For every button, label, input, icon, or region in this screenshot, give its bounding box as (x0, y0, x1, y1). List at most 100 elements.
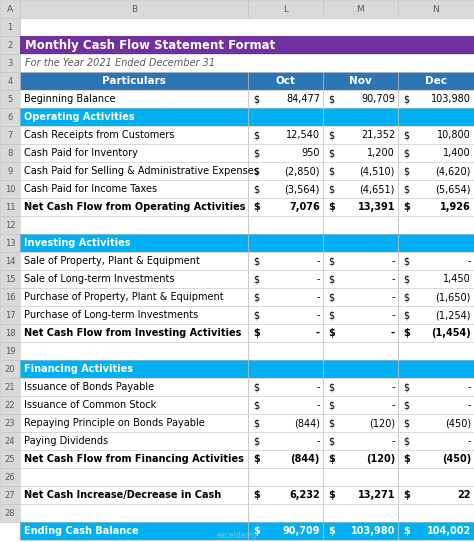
Text: (1,254): (1,254) (436, 310, 471, 320)
Bar (398, 216, 474, 234)
Bar (398, 72, 474, 90)
Bar (248, 450, 323, 468)
Bar (20, 396, 474, 414)
Text: Cash Paid for Inventory: Cash Paid for Inventory (24, 148, 138, 158)
Text: exceldemy: exceldemy (216, 532, 258, 540)
Bar (323, 216, 398, 234)
Text: Sale of Long-term Investments: Sale of Long-term Investments (24, 274, 174, 284)
Text: 15: 15 (5, 274, 15, 283)
Bar (248, 288, 323, 306)
Text: (120): (120) (366, 454, 395, 464)
Bar (398, 378, 474, 396)
Bar (323, 162, 398, 180)
Bar (20, 198, 474, 216)
Text: $: $ (403, 166, 409, 176)
Text: 2: 2 (8, 41, 13, 49)
Text: $: $ (328, 184, 334, 194)
Text: 1,400: 1,400 (443, 148, 471, 158)
Bar (20, 126, 474, 144)
Bar (0, 36, 20, 54)
Bar (248, 306, 323, 324)
Bar (248, 468, 323, 486)
Bar (0, 18, 20, 36)
Bar (0, 144, 20, 162)
Text: $: $ (328, 328, 335, 338)
Text: (844): (844) (294, 418, 320, 428)
Bar (398, 162, 474, 180)
Bar (398, 522, 474, 540)
Text: -: - (467, 382, 471, 392)
Text: $: $ (403, 382, 409, 392)
Text: $: $ (328, 400, 334, 410)
Text: Cash Paid for Selling & Administrative Expenses: Cash Paid for Selling & Administrative E… (24, 166, 259, 176)
Text: 8: 8 (7, 149, 13, 158)
Bar (20, 162, 248, 180)
Text: Oct: Oct (275, 76, 295, 86)
Text: $: $ (328, 166, 334, 176)
Text: L: L (283, 4, 288, 14)
Bar (20, 72, 248, 90)
Text: 1,200: 1,200 (367, 148, 395, 158)
Text: $: $ (403, 436, 409, 446)
Text: $: $ (253, 436, 259, 446)
Bar (0, 414, 20, 432)
Text: $: $ (403, 292, 409, 302)
Bar (248, 234, 323, 252)
Text: 103,980: 103,980 (431, 94, 471, 104)
Text: Investing Activities: Investing Activities (24, 238, 130, 248)
Bar (323, 234, 398, 252)
Text: $: $ (253, 490, 260, 500)
Text: Financing Activities: Financing Activities (24, 364, 133, 374)
Bar (398, 342, 474, 360)
Text: 4: 4 (8, 76, 13, 86)
Text: Nov: Nov (349, 76, 372, 86)
Text: M: M (356, 4, 365, 14)
Text: (844): (844) (291, 454, 320, 464)
Text: 18: 18 (5, 328, 15, 338)
Text: 25: 25 (5, 455, 15, 463)
Text: $: $ (253, 148, 259, 158)
Bar (398, 126, 474, 144)
Bar (323, 306, 398, 324)
Text: $: $ (253, 418, 259, 428)
Text: -: - (467, 256, 471, 266)
Bar (323, 396, 398, 414)
Text: 24: 24 (5, 436, 15, 446)
Text: (2,850): (2,850) (284, 166, 320, 176)
Bar (0, 486, 20, 504)
Bar (398, 504, 474, 522)
Bar (0, 396, 20, 414)
Bar (398, 486, 474, 504)
Text: $: $ (328, 130, 334, 140)
Bar (248, 144, 323, 162)
Bar (248, 504, 323, 522)
Bar (0, 0, 20, 18)
Text: Ending Cash Balance: Ending Cash Balance (24, 526, 138, 536)
Bar (248, 342, 323, 360)
Bar (20, 522, 248, 540)
Text: Cash Paid for Income Taxes: Cash Paid for Income Taxes (24, 184, 157, 194)
Bar (20, 306, 248, 324)
Bar (20, 450, 248, 468)
Text: Monthly Cash Flow Statement Format: Monthly Cash Flow Statement Format (25, 38, 275, 51)
Bar (20, 342, 248, 360)
Bar (0, 450, 20, 468)
Text: $: $ (253, 94, 259, 104)
Bar (0, 108, 20, 126)
Bar (323, 450, 398, 468)
Bar (398, 432, 474, 450)
Bar (398, 180, 474, 198)
Text: 21: 21 (5, 383, 15, 391)
Bar (323, 288, 398, 306)
Bar (20, 144, 248, 162)
Text: 84,477: 84,477 (286, 94, 320, 104)
Text: Purchase of Long-term Investments: Purchase of Long-term Investments (24, 310, 198, 320)
Bar (248, 270, 323, 288)
Bar (20, 270, 474, 288)
Text: 23: 23 (5, 418, 15, 428)
Bar (20, 486, 474, 504)
Bar (398, 0, 474, 18)
Bar (20, 54, 474, 72)
Bar (398, 90, 474, 108)
Text: (1,454): (1,454) (431, 328, 471, 338)
